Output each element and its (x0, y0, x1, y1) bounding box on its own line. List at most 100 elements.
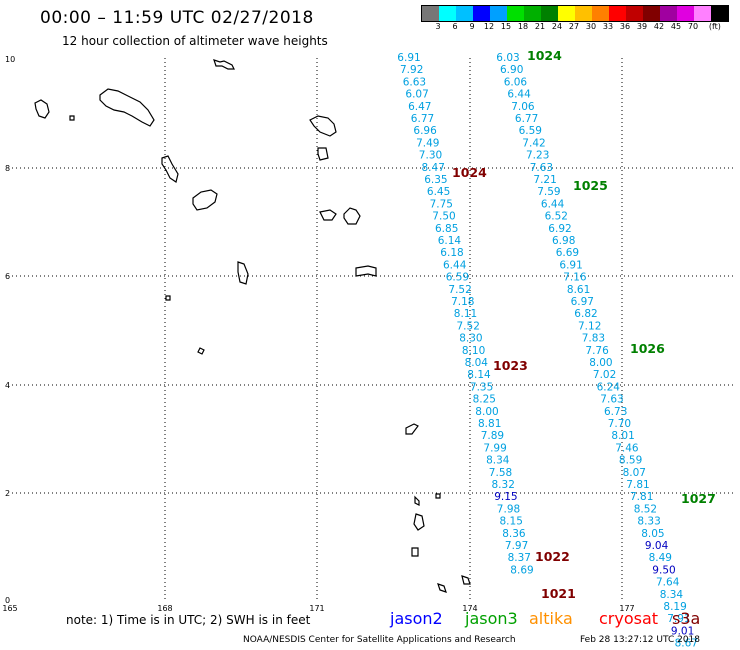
wave-height-value: 6.44 (507, 89, 531, 101)
legend-swatch (643, 6, 660, 21)
wave-height-value: 7.02 (593, 369, 616, 381)
legend-swatch (609, 6, 626, 21)
satellite-label-cryosat: cryosat (599, 609, 659, 628)
coastline (99, 88, 155, 127)
coastline (237, 261, 249, 285)
wave-height-value: 7.50 (432, 211, 455, 223)
wave-height-value: 8.81 (478, 418, 501, 430)
wave-height-value: 7.46 (615, 442, 639, 454)
legend-label: 3 (435, 22, 441, 31)
legend-swatch (422, 6, 439, 21)
wave-height-value: 8.30 (459, 333, 482, 345)
wave-height-value: 6.96 (413, 125, 437, 137)
legend-swatch (626, 6, 643, 21)
latitude-tick-label: 4 (5, 381, 11, 390)
legend-label: 27 (568, 22, 580, 31)
pressure-label: 1026 (630, 341, 665, 356)
color-legend (421, 5, 729, 22)
wave-height-value: 7.21 (533, 174, 556, 186)
wave-height-value: 9.04 (645, 540, 669, 552)
wave-height-value: 8.32 (492, 479, 515, 491)
map-title: 00:00 – 11:59 UTC 02/27/2018 (40, 8, 314, 28)
wave-height-value: 7.12 (578, 320, 601, 332)
legend-label: 15 (500, 22, 512, 31)
wave-height-value: 8.15 (500, 516, 523, 528)
wave-height-value: 8.34 (660, 589, 684, 601)
wave-height-value: 7.75 (430, 198, 453, 210)
satellite-label-altika: altika (529, 609, 573, 628)
wave-height-value: 7.18 (451, 296, 474, 308)
pressure-label: 1025 (573, 178, 608, 193)
wave-height-value: 6.44 (541, 198, 565, 210)
coastline (414, 495, 420, 506)
satellite-label-s3a: s3a (672, 609, 701, 628)
wave-height-value: 7.63 (530, 162, 553, 174)
coastline (213, 59, 235, 70)
pressure-label: 1027 (681, 491, 716, 506)
wave-height-value: 8.01 (611, 430, 634, 442)
latitude-tick-label: 6 (5, 272, 11, 281)
wave-height-value: 7.98 (497, 503, 520, 515)
wave-height-value: 6.18 (440, 247, 463, 259)
longitude-tick-label: 174 (462, 604, 478, 613)
grid-lines (12, 58, 735, 600)
wave-height-value: 7.59 (537, 186, 560, 198)
latitude-tick-label: 2 (5, 489, 11, 498)
satellite-label-jason2: jason2 (390, 609, 443, 628)
legend-label: 18 (517, 22, 529, 31)
legend-label: 24 (551, 22, 563, 31)
wave-height-value: 8.07 (623, 467, 646, 479)
legend-swatch (490, 6, 507, 21)
legend-label: 70 (687, 22, 699, 31)
wave-height-value: 9.01 (671, 625, 694, 637)
wave-height-value: 8.37 (508, 552, 531, 564)
longitude-tick-label: 165 (2, 604, 18, 613)
legend-label: 42 (653, 22, 665, 31)
latitude-tick-label: 0 (5, 596, 11, 605)
wave-height-value: 8.11 (454, 308, 477, 320)
wave-height-value: 8.33 (637, 516, 660, 528)
wave-height-value: 8.59 (619, 455, 642, 467)
wave-height-value: 6.92 (548, 223, 571, 235)
legend-swatch (575, 6, 592, 21)
pressure-label: 1022 (535, 549, 570, 564)
wave-height-value: 8.10 (462, 345, 485, 357)
wave-height-value: 9.50 (652, 564, 675, 576)
coastline (437, 583, 447, 593)
pressure-labels: 1024 1024 1025 1026 1023 1027 1022 1021 (452, 48, 716, 601)
coastline (355, 265, 377, 277)
legend-label: 9 (469, 22, 475, 31)
wave-height-value: 8.05 (641, 528, 664, 540)
coastline (435, 493, 441, 499)
wave-height-value: 8.61 (567, 284, 590, 296)
legend-swatch (439, 6, 456, 21)
coastline (165, 295, 171, 301)
wave-height-value: 8.00 (475, 406, 498, 418)
legend-label: 21 (534, 22, 546, 31)
latitude-tick-label: 10 (5, 55, 16, 64)
wave-height-value: 6.24 (597, 381, 621, 393)
longitude-tick-label: 177 (619, 604, 635, 613)
longitude-tick-label: 168 (157, 604, 173, 613)
coastline (405, 423, 419, 435)
wave-height-value: 6.03 (496, 52, 519, 64)
wave-height-value: 8.25 (473, 394, 496, 406)
wave-height-value: 7.35 (470, 381, 493, 393)
wave-height-value: 6.59 (446, 272, 469, 284)
wave-height-value: 8.00 (589, 357, 612, 369)
wave-height-value: 8.69 (510, 564, 533, 576)
pressure-label: 1021 (541, 586, 576, 601)
footer-note: note: 1) Time is in UTC; 2) SWH is in fe… (66, 613, 311, 627)
wave-height-value: 6.77 (515, 113, 538, 125)
legend-label: 33 (602, 22, 614, 31)
wave-height-value: 6.59 (519, 125, 542, 137)
wave-height-value: 6.44 (443, 259, 467, 271)
wave-height-value: 6.85 (435, 223, 458, 235)
wave-height-value: 6.90 (500, 64, 523, 76)
coastline (161, 155, 179, 183)
wave-height-value: 6.91 (559, 259, 582, 271)
wave-height-value: 7.52 (448, 284, 471, 296)
legend-label: 6 (452, 22, 458, 31)
wave-height-value: 8.19 (663, 601, 686, 613)
wave-height-value: 8.36 (502, 528, 526, 540)
